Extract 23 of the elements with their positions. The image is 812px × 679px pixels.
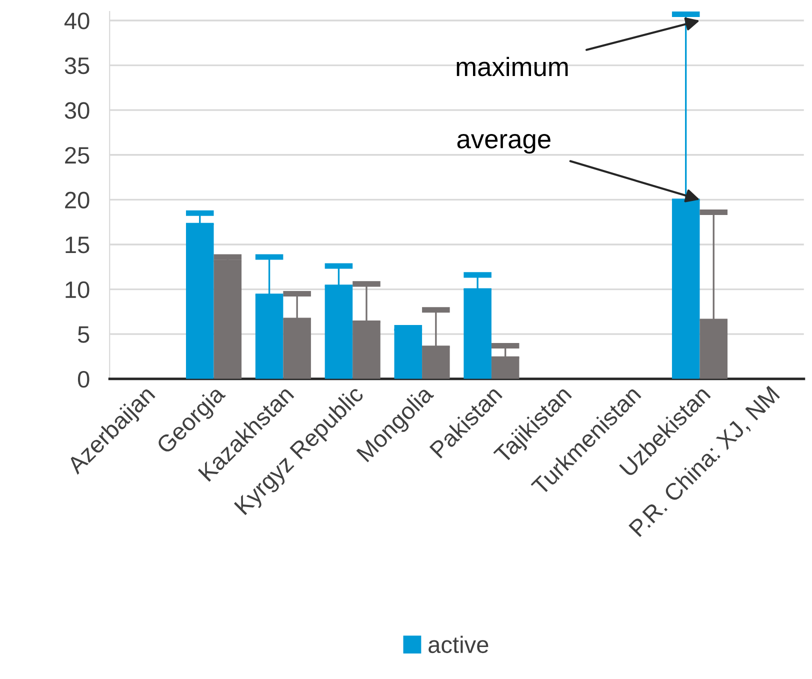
bar [422, 346, 450, 379]
legend-label: active [428, 636, 488, 654]
y-tick-label: 15 [66, 236, 90, 254]
bar [324, 286, 353, 379]
bar [186, 224, 214, 379]
bar [464, 289, 492, 379]
y-tick-label: 25 [65, 146, 90, 164]
bar [283, 318, 311, 379]
bar [214, 260, 242, 379]
bar [394, 330, 422, 379]
y-tick-label: 30 [64, 102, 90, 119]
y-tick-label: 0 [78, 370, 90, 388]
y-tick-label: 5 [78, 326, 90, 343]
annotation: maximum [456, 56, 568, 76]
bar [700, 320, 728, 379]
bar [491, 357, 520, 379]
y-tick-label: 10 [66, 281, 90, 298]
y-tick-label: 20 [65, 192, 90, 208]
y-tick-label: 35 [64, 57, 90, 74]
bar [255, 294, 284, 379]
annotation: average [457, 134, 550, 154]
bar [352, 322, 380, 379]
y-tick-label: 40 [64, 12, 90, 30]
